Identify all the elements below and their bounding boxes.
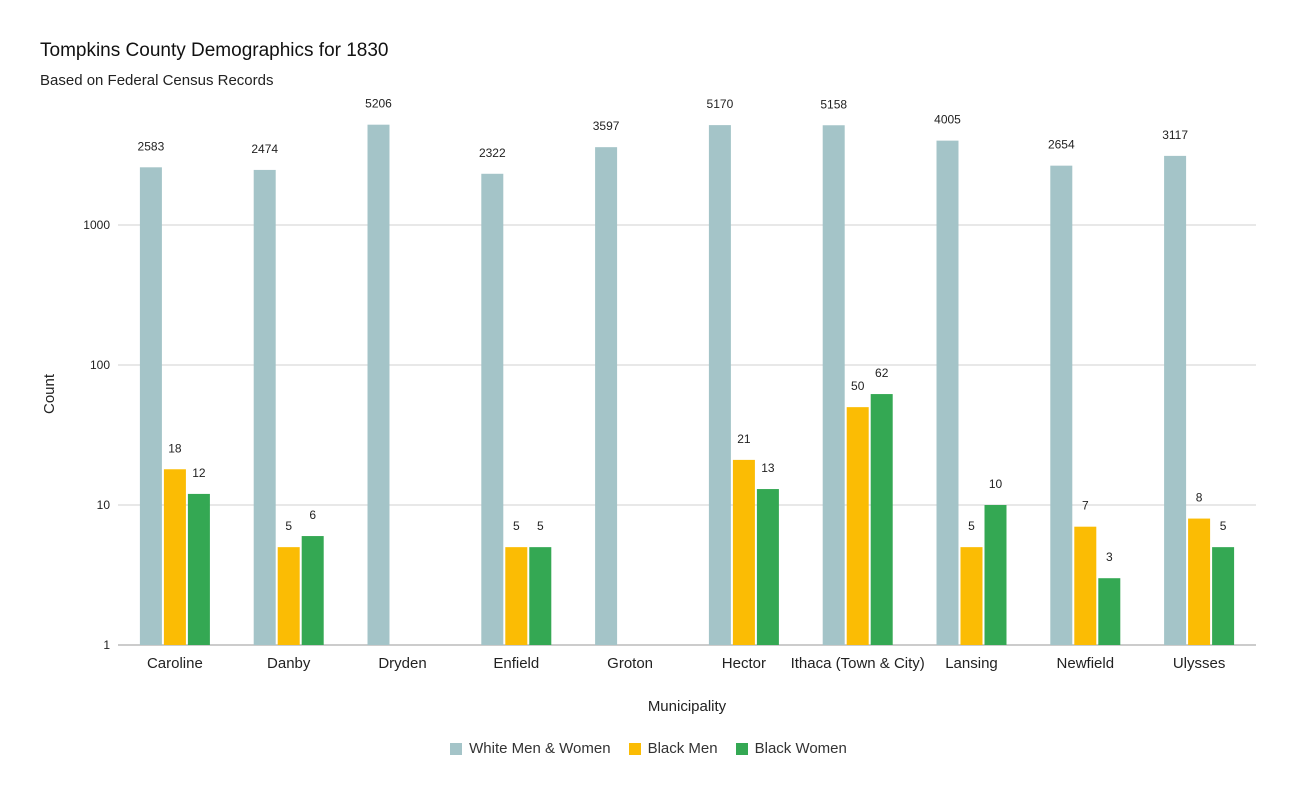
x-tick-label: Enfield <box>493 655 539 672</box>
bar <box>756 489 779 645</box>
data-label: 5 <box>537 519 544 533</box>
bar <box>1074 526 1097 645</box>
bar <box>1098 578 1121 645</box>
data-label: 2474 <box>251 142 278 156</box>
data-label: 50 <box>851 379 865 393</box>
legend-label: Black Women <box>754 740 847 757</box>
data-label: 5 <box>285 519 292 533</box>
chart-legend: White Men & Women Black Men Black Women <box>0 740 1297 757</box>
data-label: 3 <box>1106 550 1113 564</box>
bar <box>1164 155 1187 646</box>
bar <box>163 469 186 645</box>
data-label: 18 <box>168 441 182 455</box>
x-tick-label: Ulysses <box>1173 655 1226 672</box>
x-tick-label: Ithaca (Town & City) <box>791 655 925 672</box>
data-label: 2322 <box>479 146 506 160</box>
data-label: 5170 <box>707 97 734 111</box>
data-label: 7 <box>1082 499 1089 513</box>
bar <box>936 140 959 645</box>
data-label: 5 <box>1220 519 1227 533</box>
bar <box>139 167 162 645</box>
chart-subtitle: Based on Federal Census Records <box>40 72 274 89</box>
data-label: 5 <box>968 519 975 533</box>
data-label: 5158 <box>820 97 847 111</box>
bar <box>595 147 618 645</box>
y-axis-title: Count <box>41 373 58 414</box>
x-tick-label: Dryden <box>378 655 426 672</box>
x-tick-label: Lansing <box>945 655 998 672</box>
data-label: 4005 <box>934 113 961 127</box>
y-tick-label: 10 <box>97 498 111 512</box>
bar <box>708 125 731 645</box>
x-axis-title: Municipality <box>648 698 727 715</box>
bar <box>505 547 528 645</box>
bar <box>822 125 845 645</box>
data-label: 5 <box>513 519 520 533</box>
bar <box>187 493 210 645</box>
data-label: 8 <box>1196 491 1203 505</box>
chart-title: Tompkins County Demographics for 1830 <box>40 40 389 61</box>
y-tick-label: 1 <box>103 638 110 652</box>
legend-item: White Men & Women <box>450 740 611 757</box>
bar <box>870 394 893 645</box>
legend-swatch <box>450 742 463 755</box>
data-label: 13 <box>761 461 775 475</box>
bar <box>367 124 390 646</box>
bar <box>277 547 300 645</box>
y-tick-label: 100 <box>90 358 110 372</box>
bar <box>960 547 983 645</box>
data-label: 6 <box>309 508 316 522</box>
bar <box>732 459 755 645</box>
data-label: 5206 <box>365 97 392 111</box>
bars <box>139 124 1235 646</box>
data-label: 10 <box>989 477 1003 491</box>
x-tick-label: Caroline <box>147 655 203 672</box>
legend-item: Black Men <box>628 740 718 757</box>
axes: 1 10 100 1000 Caroline Danby Dryden Enfield Grot… <box>83 218 1225 672</box>
legend-swatch <box>628 742 641 755</box>
data-label: 2583 <box>138 139 165 153</box>
bar <box>846 407 869 645</box>
data-label: 62 <box>875 366 889 380</box>
bar <box>301 536 324 645</box>
data-label: 3117 <box>1162 128 1188 142</box>
data-label: 3597 <box>593 119 620 133</box>
data-label: 2654 <box>1048 138 1075 152</box>
bar <box>1050 165 1073 645</box>
data-label: 12 <box>192 466 206 480</box>
legend-swatch <box>735 742 748 755</box>
data-label: 21 <box>737 432 751 446</box>
data-labels: 2583 18 12 2474 5 6 5206 2322 5 5 3597 5170 21 13 5158… <box>138 97 1227 565</box>
legend-label: White Men & Women <box>469 740 611 757</box>
x-tick-label: Newfield <box>1057 655 1115 672</box>
x-tick-label: Hector <box>722 655 766 672</box>
bar <box>1188 518 1211 645</box>
legend-label: Black Men <box>647 740 718 757</box>
x-tick-label: Danby <box>267 655 311 672</box>
bar <box>253 169 276 645</box>
bar <box>984 505 1007 645</box>
bar <box>529 547 552 645</box>
bar <box>1212 547 1235 645</box>
legend-item: Black Women <box>735 740 847 757</box>
x-tick-label: Groton <box>607 655 653 672</box>
bar <box>481 173 504 645</box>
y-tick-label: 1000 <box>83 218 110 232</box>
